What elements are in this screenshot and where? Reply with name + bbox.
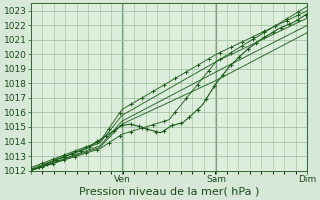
X-axis label: Pression niveau de la mer( hPa ): Pression niveau de la mer( hPa ): [79, 187, 259, 197]
